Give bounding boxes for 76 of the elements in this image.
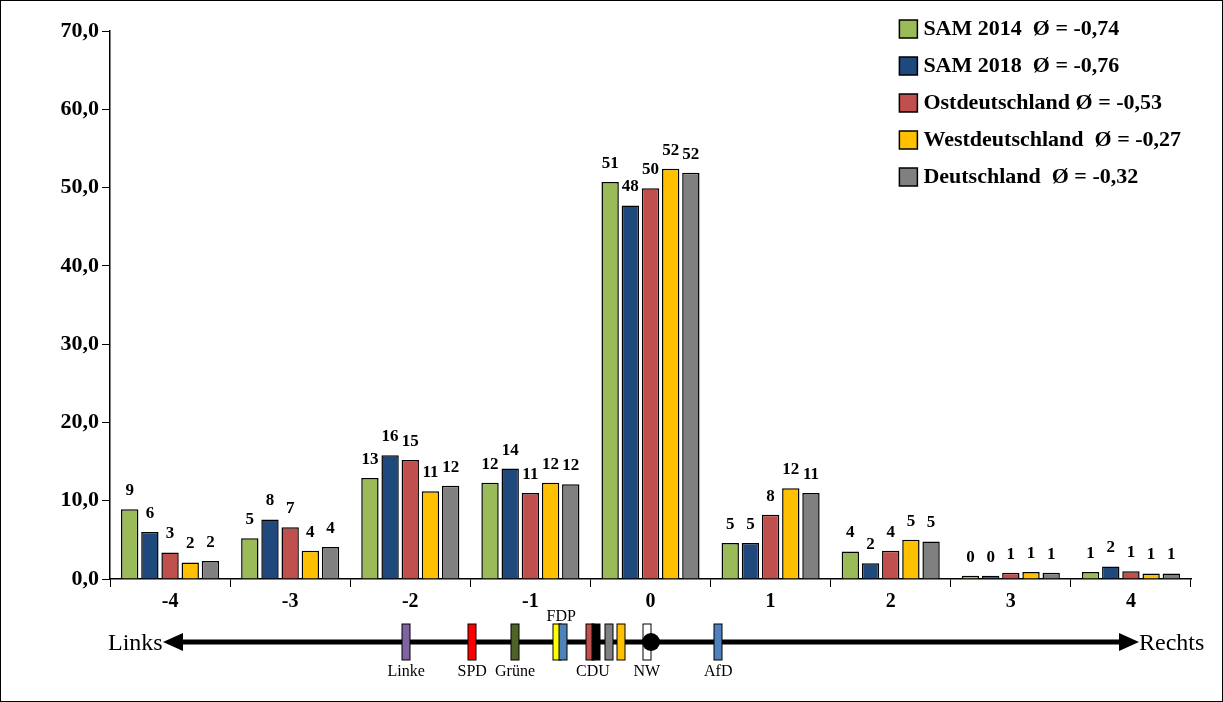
- data-label: 12: [782, 459, 800, 479]
- data-label: 11: [522, 463, 539, 483]
- data-label: 3: [165, 523, 175, 543]
- legend-label: SAM 2018 Ø = -0,76: [923, 51, 1120, 77]
- y-tick-label: 60,0: [60, 94, 99, 120]
- data-label: 1: [1146, 544, 1156, 564]
- data-label: 4: [306, 521, 316, 541]
- x-tick-label: -2: [401, 589, 419, 612]
- x-tick-label: 1: [765, 589, 776, 612]
- x-tick-label: 4: [1125, 589, 1136, 612]
- data-label: 4: [886, 521, 896, 541]
- data-label: 51: [601, 152, 619, 172]
- data-label: 0: [986, 546, 995, 566]
- x-tick-label: 0: [645, 589, 656, 612]
- y-tick-label: 0,0: [71, 564, 99, 590]
- x-tick-label: -1: [522, 589, 539, 612]
- data-label: 12: [481, 453, 499, 473]
- x-tick-label: 2: [885, 589, 896, 612]
- data-label: 1: [1086, 542, 1095, 562]
- data-label: 1: [1126, 542, 1136, 562]
- data-label: 8: [265, 490, 275, 510]
- data-label: 6: [145, 502, 155, 522]
- data-label: 1: [1046, 543, 1056, 563]
- text: Rechts: [1139, 629, 1205, 655]
- legend-label: Deutschland Ø = -0,32: [923, 162, 1139, 188]
- data-label: 48: [621, 176, 639, 196]
- data-label: 12: [542, 453, 560, 473]
- data-label: 11: [802, 463, 819, 483]
- text: AfD: [704, 662, 733, 679]
- data-label: 2: [866, 534, 875, 554]
- data-label: 5: [245, 509, 255, 529]
- text: Linke: [387, 662, 425, 679]
- data-label: 0: [966, 546, 975, 566]
- text: Grüne: [495, 662, 535, 679]
- y-tick-label: 20,0: [60, 408, 99, 434]
- x-tick-label: 3: [1005, 589, 1016, 612]
- y-tick-label: 40,0: [60, 251, 99, 277]
- data-label: 2: [185, 533, 195, 553]
- text: CDU: [576, 662, 610, 679]
- data-label: 11: [422, 462, 439, 482]
- text: NW: [633, 662, 661, 679]
- data-label: 2: [1106, 537, 1116, 557]
- data-label: 1: [1167, 544, 1176, 564]
- data-label: 4: [326, 517, 336, 537]
- legend-label: SAM 2014 Ø = -0,74: [923, 14, 1120, 40]
- data-label: 50: [642, 159, 659, 179]
- legend-label: Ostdeutschland Ø = -0,53: [923, 88, 1163, 114]
- x-tick-label: -3: [281, 589, 299, 612]
- data-label: 7: [285, 498, 295, 518]
- data-label: 15: [401, 430, 419, 450]
- data-label: 1: [1006, 543, 1016, 563]
- data-label: 1: [1026, 542, 1036, 562]
- data-label: 16: [381, 426, 399, 446]
- x-tick-label: -4: [161, 589, 179, 612]
- data-label: 12: [562, 455, 580, 475]
- y-tick-label: 50,0: [60, 173, 99, 199]
- y-tick-label: 70,0: [60, 16, 99, 42]
- data-label: 8: [766, 485, 775, 505]
- text: Links: [108, 629, 163, 655]
- data-label: 12: [442, 456, 460, 476]
- legend-label: Westdeutschland Ø = -0,27: [923, 125, 1182, 151]
- text: SPD: [457, 662, 487, 679]
- data-label: 5: [746, 513, 755, 533]
- text: FDP: [546, 607, 576, 624]
- data-label: 5: [906, 510, 916, 530]
- data-label: 5: [726, 513, 735, 533]
- data-label: 9: [125, 480, 134, 500]
- data-label: 14: [501, 439, 520, 459]
- y-tick-label: 10,0: [60, 486, 99, 512]
- data-label: 52: [662, 139, 680, 159]
- y-tick-label: 30,0: [60, 329, 99, 355]
- data-label: 52: [682, 143, 700, 163]
- data-label: 4: [846, 522, 856, 542]
- data-label: 13: [361, 448, 379, 468]
- data-label: 2: [206, 531, 215, 551]
- data-label: 5: [926, 512, 936, 532]
